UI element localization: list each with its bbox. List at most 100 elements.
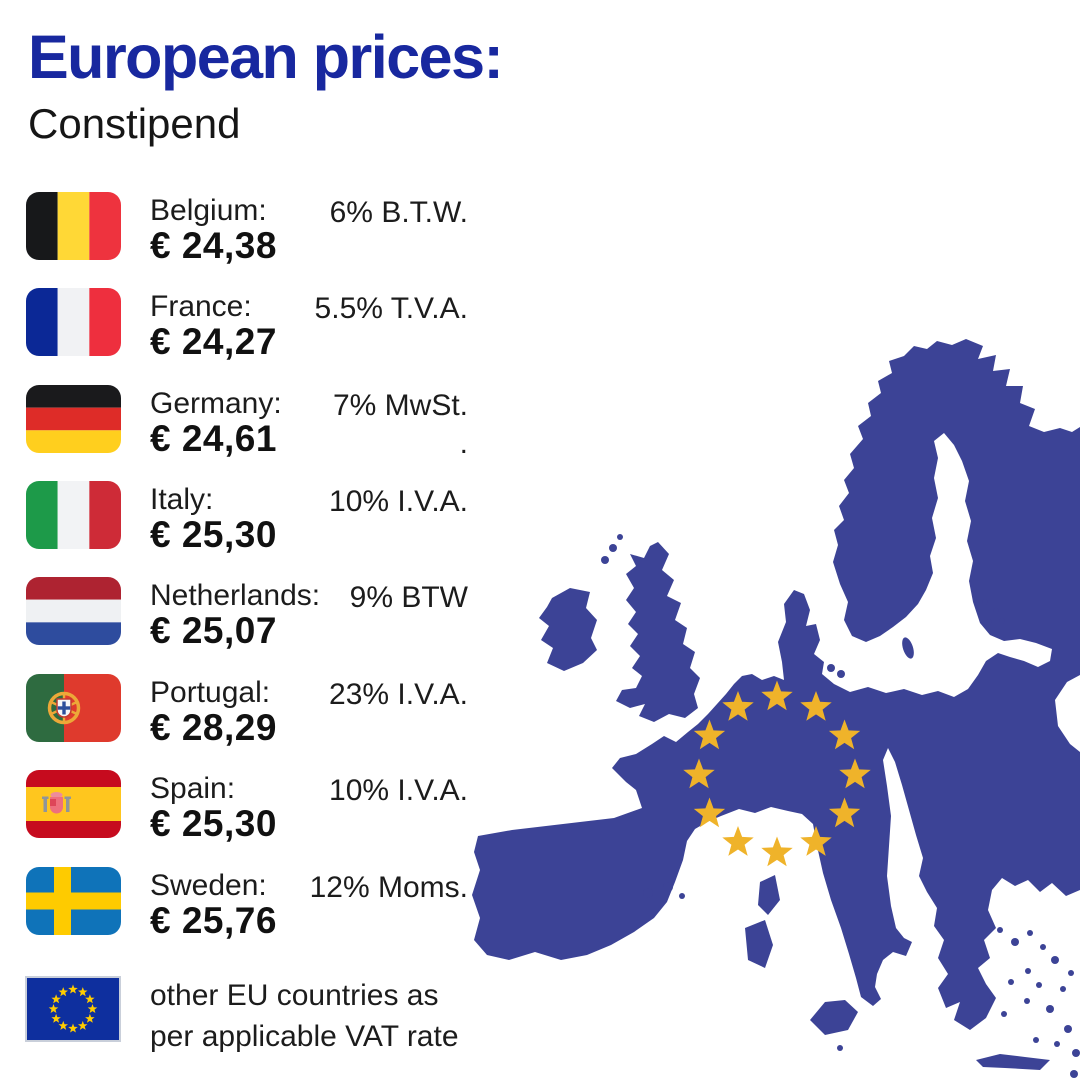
germany-flag-icon [26,385,121,453]
country-label: Italy: [150,483,214,516]
sardinia-shape [745,920,773,968]
star-icon [683,758,715,789]
vat-rate: 5.5% T.V.A. [314,292,468,325]
islet-shape [982,599,988,605]
footer-note: other EU countries as per applicable VAT… [25,975,468,1065]
islet-shape [837,1045,843,1051]
star-icon [828,797,861,828]
corsica-shape [758,875,780,915]
star-icon [761,836,793,867]
star-icon [839,758,871,789]
star-icon [722,691,754,721]
star-icon [722,826,754,856]
portugal-flag-icon [26,674,121,742]
islet-shape [837,670,845,678]
islet-shape [986,619,992,625]
price-value: € 24,61 [150,418,277,459]
gotland-shape [902,637,914,659]
star-icon [85,1013,95,1023]
islet-shape [1070,1070,1078,1078]
islet-shape [1068,970,1074,976]
sweden-flag-icon [26,867,121,935]
footer-line-2: per applicable VAT rate [150,1020,459,1053]
vat-rate: 10% I.V.A. [329,774,468,807]
islet-shape [1064,1025,1072,1033]
price-row-germany: Germany: € 24,61 7% MwSt. . [26,385,468,463]
star-icon [693,797,726,828]
price-value: € 25,30 [150,514,277,555]
islet-shape [999,618,1005,624]
page-title: European prices: [28,23,504,91]
europe-landmass [472,339,1080,1078]
star-icon [761,680,793,711]
country-label: Netherlands: [150,579,321,612]
islet-shape [609,544,617,552]
star-icon [51,994,61,1004]
islet-shape [1060,986,1066,992]
price-value: € 25,30 [150,803,277,844]
vat-rate: 6% B.T.W. [329,196,468,229]
islet-shape [997,927,1003,933]
netherlands-flag-icon [26,577,121,645]
islet-shape [1025,968,1031,974]
country-label: Sweden: [150,869,267,902]
great-britain-shape [616,542,700,722]
islet-shape [663,882,673,892]
country-label: Portugal: [150,676,271,709]
price-value: € 24,27 [150,321,277,362]
islet-shape [601,556,609,564]
crete-shape [976,1054,1050,1070]
islet-shape [1011,938,1019,946]
islet-shape [679,893,685,899]
star-icon [58,987,68,997]
vat-rate: 23% I.V.A. [329,678,468,711]
price-list: Belgium: € 24,38 6% B.T.W. France: € 24,27 5.… [26,0,468,1080]
star-icon [68,984,78,994]
star-icon [68,1023,78,1033]
footer-line-1: other EU countries as [150,979,439,1012]
price-row-sweden: Sweden: € 25,76 12% Moms. [26,867,468,945]
islet-shape [1040,944,1046,950]
star-icon [58,1020,68,1030]
belgium-flag-icon [26,192,121,260]
ireland-shape [539,588,597,671]
price-row-france: France: € 24,27 5.5% T.V.A. [26,288,468,366]
star-icon [78,987,88,997]
islet-shape [1051,956,1059,964]
france-flag-icon [26,288,121,356]
islet-shape [643,888,653,898]
islet-shape [993,608,999,614]
price-row-belgium: Belgium: € 24,38 6% B.T.W. [26,192,468,270]
europe-map [472,339,1080,1078]
price-row-italy: Italy: € 25,30 10% I.V.A. [26,481,468,559]
vat-rate: 9% BTW [349,581,468,614]
price-value: € 24,38 [150,225,277,266]
islet-shape [1027,930,1033,936]
price-value: € 25,07 [150,610,277,651]
star-icon [85,994,95,1004]
star-icon [800,826,832,856]
star-icon [51,1013,61,1023]
country-label: France: [150,290,252,323]
star-icon [78,1020,88,1030]
islet-shape [1024,998,1030,1004]
islet-shape [989,995,995,1001]
price-value: € 28,29 [150,707,277,748]
italy-flag-icon [26,481,121,549]
country-label: Spain: [150,772,236,805]
islet-shape [617,534,623,540]
page-subtitle: Constipend [28,100,241,147]
eu-flag-icon [25,976,121,1042]
islet-shape [1054,1041,1060,1047]
islet-shape [1072,1049,1080,1057]
vat-rate: 10% I.V.A. [329,485,468,518]
country-label: Germany: [150,387,282,420]
sicily-shape [810,1000,858,1035]
eu-stars-icon [683,680,871,867]
islet-shape [1001,1011,1007,1017]
star-icon [693,719,726,750]
islet-shape [1033,1037,1039,1043]
islet-shape [1036,982,1042,988]
country-label: Belgium: [150,194,267,227]
